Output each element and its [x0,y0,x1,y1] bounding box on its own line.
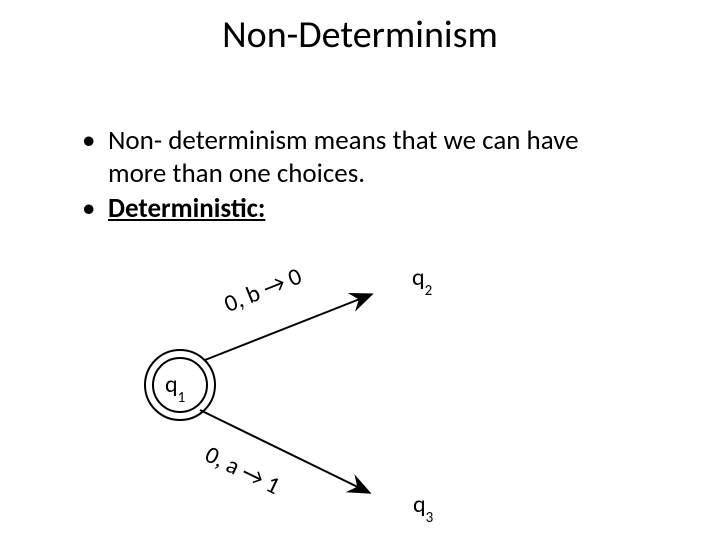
diagram-arrows [0,0,720,540]
node-q2-label: q2 [412,263,432,296]
bullet-2-text: Deterministic: [108,192,265,225]
bullet-list: Non- determinism means that we can have … [42,125,720,228]
automaton-diagram: q1 q2 q3 0, b → 0 0, a → 1 [0,0,720,540]
node-q1-main: q [165,370,178,399]
node-q1-sub: 1 [178,389,186,407]
edge-q1-q3-label: 0, a → 1 [200,440,284,501]
edge-q1-q3-line [200,410,368,492]
bullet-1: Non- determinism means that we can have … [82,125,720,191]
bullet-1-line2: more than one choices. [108,157,365,190]
edge-q1-q2-label: 0, b → 0 [220,262,306,319]
node-q1-label: q1 [165,370,185,403]
node-q1-inner-circle [152,357,208,413]
node-q3-sub: 3 [426,509,434,527]
node-q3-main: q [413,490,426,519]
edge-q1-q2-line [205,295,370,360]
bullet-1-line1: Non- determinism means that we can have [108,124,579,157]
bullet-2: Deterministic: [82,193,720,226]
slide-title: Non-Determinism [0,12,720,58]
node-q3-label: q3 [413,490,433,523]
node-q2-sub: 2 [425,282,433,300]
node-q1-outer-circle [144,349,216,421]
node-q2-main: q [412,263,425,292]
